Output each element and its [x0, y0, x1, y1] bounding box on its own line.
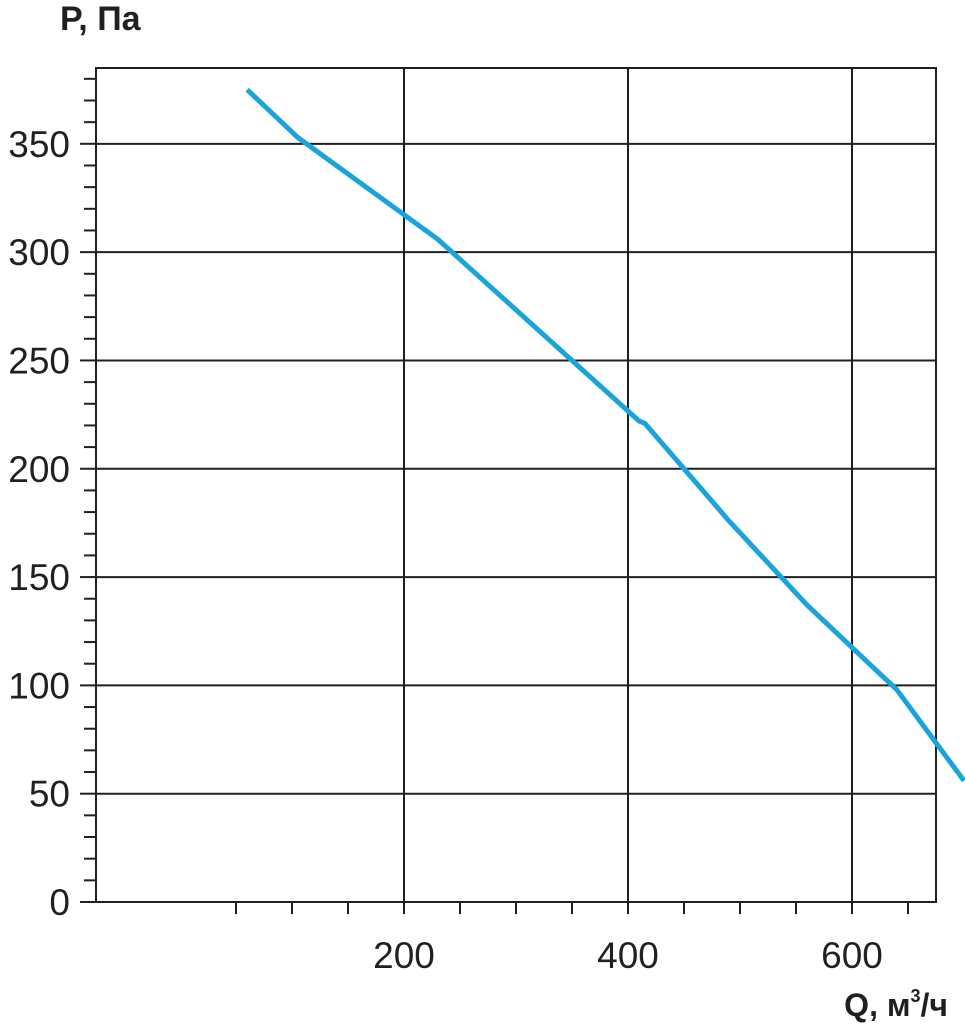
x-axis-title-main: Q, м [844, 987, 910, 1023]
plot-frame [95, 67, 937, 903]
series-group [245, 87, 965, 783]
x-tick-label: 200 [373, 935, 435, 976]
y-tick-label: 50 [29, 774, 70, 815]
y-tick-label: 200 [8, 449, 70, 490]
x-axis-title-sup: 3 [911, 986, 921, 1006]
grid-lines [96, 68, 936, 902]
y-tick-label: 100 [8, 665, 70, 706]
series-line [245, 87, 965, 783]
y-tick-label: 300 [8, 232, 70, 273]
y-tick-label: 250 [8, 340, 70, 381]
y-axis-title: P, Па [60, 0, 142, 38]
y-tick-label: 150 [8, 557, 70, 598]
y-tick-label: 0 [49, 882, 70, 923]
x-tick-label: 400 [597, 935, 659, 976]
x-tick-label: 600 [821, 935, 883, 976]
y-tick-label: 350 [8, 124, 70, 165]
x-axis-title: Q, м3/ч [844, 986, 948, 1023]
axis-ticks [80, 77, 909, 914]
tick-labels: 0 50 100 150 200 250 300 350 200 400 600 [8, 124, 883, 976]
x-axis-title-tail: /ч [921, 987, 948, 1023]
